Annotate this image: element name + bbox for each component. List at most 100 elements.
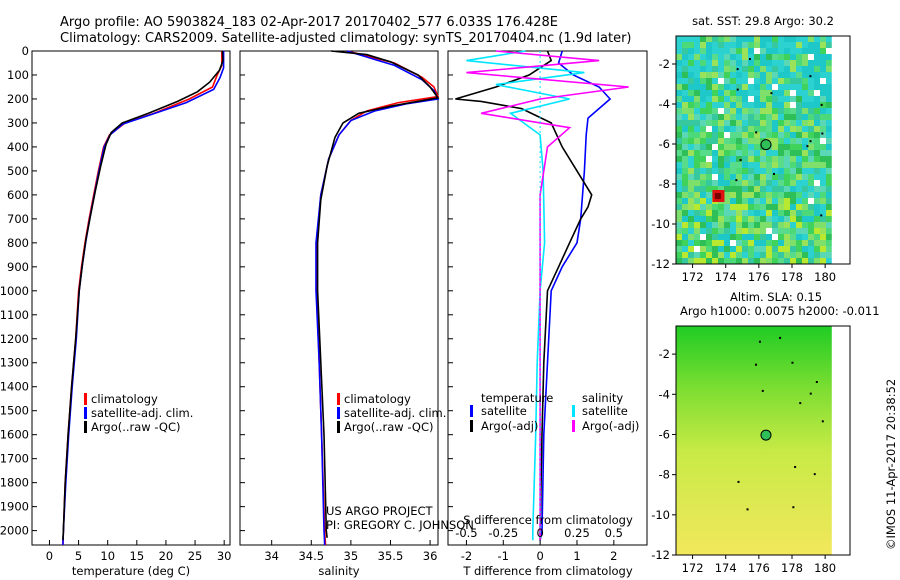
sst-cell	[796, 96, 802, 102]
sst-cell	[772, 240, 778, 246]
sst-cell	[736, 210, 742, 216]
sst-cell	[826, 48, 832, 54]
sst-cell	[712, 144, 718, 150]
sst-cell	[748, 168, 754, 174]
sst-cell	[682, 162, 688, 168]
sst-cell	[712, 216, 718, 222]
sst-cell	[730, 240, 736, 246]
depth-tick-label: 2000	[0, 524, 29, 538]
sst-cell	[748, 228, 754, 234]
map-x-tick-label: 178	[781, 561, 803, 575]
sst-cell	[760, 60, 766, 66]
t-difference-axis-label: T difference from climatology	[462, 564, 633, 578]
sst-cell	[676, 246, 682, 252]
series-line-argo-raw-qc-	[62, 50, 224, 541]
sst-cell	[742, 90, 748, 96]
sst-cell	[808, 222, 814, 228]
sst-cell	[736, 204, 742, 210]
map-x-tick-label: 174	[715, 270, 737, 284]
sst-cell	[826, 114, 832, 120]
sst-cell	[748, 252, 754, 258]
sst-cell	[676, 108, 682, 114]
sst-cell	[730, 216, 736, 222]
sst-cell	[682, 258, 688, 264]
sst-cell	[688, 252, 694, 258]
sst-cell	[736, 174, 742, 180]
sst-cell	[676, 66, 682, 72]
sst-cell	[748, 120, 754, 126]
sst-cell	[718, 258, 724, 264]
sst-cell	[724, 138, 730, 144]
sst-cell	[772, 156, 778, 162]
sst-cell	[784, 150, 790, 156]
sst-cell	[766, 114, 772, 120]
island-speck	[809, 75, 812, 78]
sst-cell	[730, 252, 736, 258]
sst-cell	[700, 174, 706, 180]
sst-cell	[724, 204, 730, 210]
sst-cell	[796, 144, 802, 150]
sst-cell	[718, 240, 724, 246]
sst-cell	[700, 114, 706, 120]
sst-cell	[796, 42, 802, 48]
sst-cell	[814, 234, 820, 240]
sst-cell	[748, 222, 754, 228]
sst-cell	[694, 192, 700, 198]
sst-cell	[730, 174, 736, 180]
sst-cell	[778, 108, 784, 114]
sla-no-data-strip	[831, 326, 850, 555]
sst-cell	[772, 84, 778, 90]
sst-cell	[772, 126, 778, 132]
sst-cell	[826, 66, 832, 72]
sst-cell	[712, 168, 718, 174]
sst-cell	[826, 132, 832, 138]
map-x-tick-label: 178	[781, 270, 803, 284]
sst-cell	[826, 36, 832, 42]
sst-cell	[820, 204, 826, 210]
sst-cell	[802, 210, 808, 216]
sst-cell	[772, 54, 778, 60]
sst-cell	[820, 108, 826, 114]
sst-cell	[748, 216, 754, 222]
sst-cell	[712, 54, 718, 60]
sst-cell	[766, 120, 772, 126]
sst-cell	[700, 108, 706, 114]
sst-cell	[718, 90, 724, 96]
sst-cell	[688, 240, 694, 246]
sst-cell	[820, 174, 826, 180]
sst-cell	[676, 252, 682, 258]
island-speck	[820, 103, 823, 106]
sst-cell	[694, 120, 700, 126]
sst-cell	[826, 78, 832, 84]
depth-tick-label: 1700	[0, 452, 29, 466]
sst-cell	[784, 216, 790, 222]
sst-cell	[826, 84, 832, 90]
sst-cell	[808, 216, 814, 222]
depth-tick-label: 1000	[0, 284, 29, 298]
sst-cell	[790, 96, 796, 102]
sst-map-title: sat. SST: 29.8 Argo: 30.2	[692, 14, 834, 28]
sst-cell	[676, 126, 682, 132]
sst-cell	[694, 54, 700, 60]
sst-cell	[826, 126, 832, 132]
sst-cell	[766, 204, 772, 210]
sst-cell	[802, 198, 808, 204]
sst-cell	[682, 132, 688, 138]
sst-cell	[826, 228, 832, 234]
sst-cell	[784, 180, 790, 186]
sst-cell	[760, 102, 766, 108]
sst-cell	[826, 102, 832, 108]
sst-cell	[706, 204, 712, 210]
sst-cell	[754, 132, 760, 138]
sst-cell	[772, 108, 778, 114]
sst-cell	[778, 96, 784, 102]
island-speck	[755, 131, 758, 134]
sst-cell	[820, 234, 826, 240]
sst-cell	[712, 180, 718, 186]
sst-cell	[772, 216, 778, 222]
sst-cell	[802, 156, 808, 162]
sst-cell	[730, 96, 736, 102]
sst-cell	[778, 78, 784, 84]
sst-cell	[706, 66, 712, 72]
sst-cell	[694, 222, 700, 228]
